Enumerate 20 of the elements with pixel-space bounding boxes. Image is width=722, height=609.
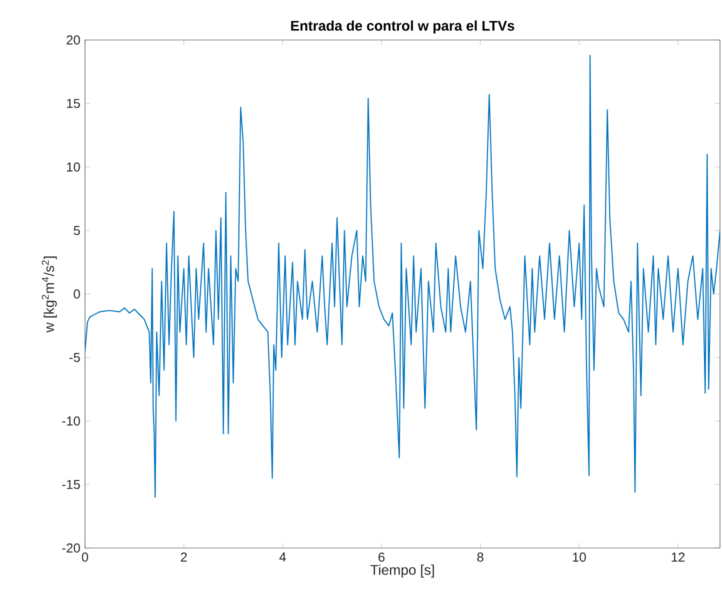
y-tick-label: -20: [62, 543, 80, 553]
y-tick-label: -5: [69, 352, 80, 362]
chart-title: Entrada de control w para el LTVs: [291, 20, 514, 34]
x-axis-title: Tiempo [s]: [370, 564, 434, 578]
y-tick-label: -15: [62, 480, 80, 490]
y-tick-label: 15: [66, 98, 80, 108]
x-tick-label: 2: [180, 552, 187, 562]
y-tick-label: 0: [74, 289, 80, 299]
x-tick-label: 8: [477, 552, 484, 562]
x-tick-label: 6: [378, 552, 385, 562]
y-tick-label: 20: [66, 35, 80, 45]
y-tick-label: 10: [66, 162, 80, 172]
line-series: [85, 54, 720, 498]
y-tick-label: -10: [62, 416, 80, 426]
x-tick-label: 12: [672, 552, 685, 562]
x-tick-label: 10: [572, 552, 586, 562]
x-tick-label: 4: [279, 552, 286, 562]
y-tick-label: 5: [74, 226, 80, 236]
x-tick-label: 0: [82, 552, 88, 562]
y-axis-title: w [kg$^{2}$m$^{4}$/s$^{2}$]: [42, 256, 57, 332]
